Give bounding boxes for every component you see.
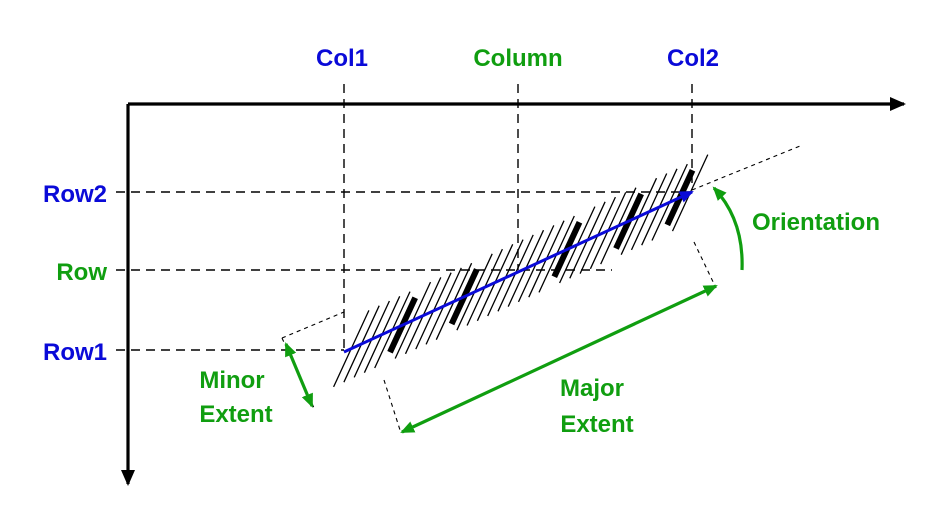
minor-extent-label-line1: Minor	[199, 367, 264, 394]
major-extent-arrow	[400, 284, 718, 434]
major-axis-arrow	[343, 190, 694, 354]
row-label: Row	[56, 259, 107, 286]
row2-label: Row2	[43, 181, 107, 208]
col1-label: Col1	[316, 45, 368, 72]
col2-label: Col2	[667, 45, 719, 72]
column-label: Column	[473, 45, 562, 72]
orientation-label: Orientation	[752, 209, 880, 236]
row1-label: Row1	[43, 339, 107, 366]
major-extent-label-line2: Extent	[560, 411, 633, 438]
minor-extent-label-line2: Extent	[199, 401, 272, 428]
major-extent-label-line1: Major	[560, 375, 624, 402]
orientation-arc-arrow	[712, 186, 744, 271]
minor-extent-arrow	[284, 342, 314, 408]
